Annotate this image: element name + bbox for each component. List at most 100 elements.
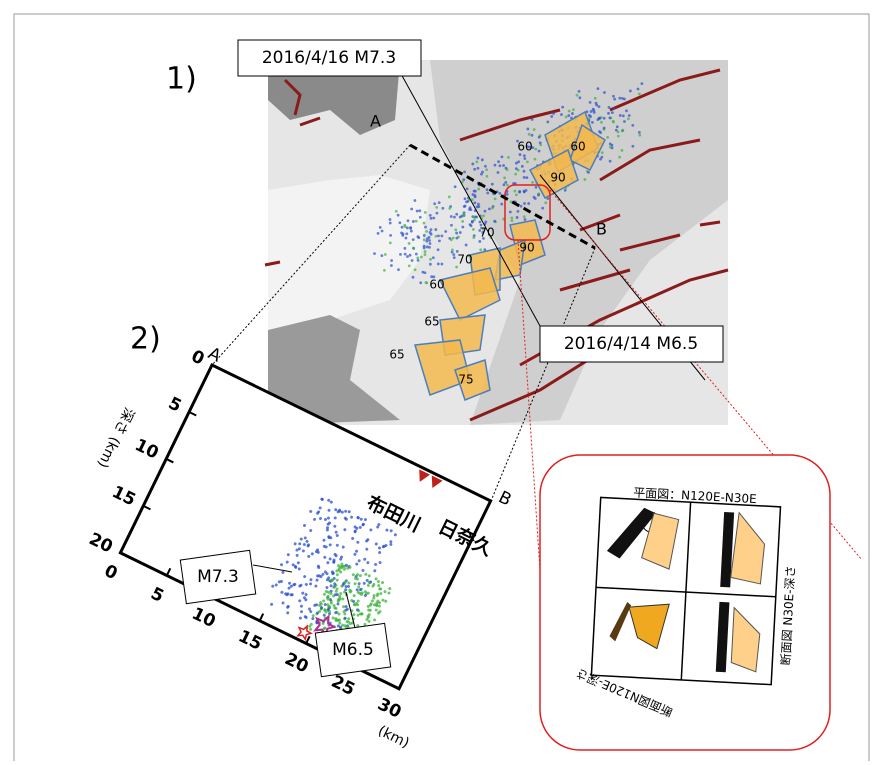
axis-label: (km) bbox=[375, 723, 411, 752]
epicenter bbox=[561, 106, 564, 109]
epicenter bbox=[523, 154, 526, 157]
epicenter bbox=[491, 183, 494, 186]
epicenter bbox=[373, 252, 376, 255]
epicenter bbox=[423, 245, 426, 248]
epicenter bbox=[432, 217, 435, 220]
epicenter bbox=[599, 158, 602, 161]
epicenter bbox=[503, 176, 506, 179]
epicenter bbox=[497, 171, 500, 174]
epicenter bbox=[405, 232, 408, 235]
epicenter bbox=[453, 216, 456, 219]
epicenter bbox=[609, 160, 612, 163]
epicenter bbox=[400, 232, 403, 235]
epicenter bbox=[379, 226, 382, 229]
epicenter bbox=[578, 90, 581, 93]
epicenter bbox=[438, 239, 441, 242]
epicenter bbox=[410, 230, 413, 233]
epicenter bbox=[640, 82, 643, 85]
epicenter bbox=[609, 142, 612, 145]
epicenter bbox=[515, 194, 518, 197]
epicenter bbox=[425, 230, 428, 233]
epicenter bbox=[486, 175, 489, 178]
epicenter bbox=[533, 128, 536, 131]
epicenter bbox=[416, 257, 419, 260]
epicenter bbox=[617, 135, 620, 138]
panel-label: 2) bbox=[130, 322, 161, 357]
epicenter bbox=[462, 178, 465, 181]
epicenter bbox=[389, 234, 392, 237]
epicenter bbox=[412, 238, 415, 241]
epicenter bbox=[459, 231, 462, 234]
epicenter bbox=[424, 226, 427, 229]
epicenter bbox=[539, 143, 542, 146]
epicenter bbox=[463, 205, 466, 208]
epicenter bbox=[406, 255, 409, 258]
segment-label: 75 bbox=[458, 373, 473, 387]
epicenter bbox=[618, 97, 621, 100]
callout: M7.3 bbox=[197, 567, 239, 587]
epicenter bbox=[612, 95, 615, 98]
epicenter bbox=[625, 109, 628, 112]
epicenter bbox=[597, 87, 600, 90]
epicenter bbox=[594, 97, 597, 100]
callout: M6.5 bbox=[332, 640, 374, 660]
epicenter bbox=[627, 117, 630, 120]
epicenter bbox=[517, 210, 520, 213]
epicenter bbox=[500, 203, 503, 206]
epicenter bbox=[453, 256, 456, 259]
epicenter bbox=[631, 145, 634, 148]
epicenter bbox=[514, 173, 517, 176]
epicenter bbox=[438, 201, 441, 204]
epicenter bbox=[414, 268, 417, 271]
epicenter bbox=[474, 195, 477, 198]
epicenter bbox=[612, 121, 615, 124]
epicenter bbox=[523, 191, 526, 194]
corner-label: B bbox=[495, 487, 514, 510]
epicenter bbox=[404, 253, 407, 256]
epicenter bbox=[428, 236, 431, 239]
epicenter bbox=[568, 110, 571, 113]
epicenter bbox=[377, 232, 380, 235]
epicenter bbox=[593, 111, 596, 114]
epicenter bbox=[608, 106, 611, 109]
epicenter bbox=[419, 216, 422, 219]
epicenter bbox=[638, 134, 641, 137]
segment-label: 70 bbox=[479, 226, 494, 240]
epicenter bbox=[534, 197, 537, 200]
epicenter bbox=[546, 121, 549, 124]
epicenter bbox=[479, 221, 482, 224]
epicenter bbox=[410, 208, 413, 211]
epicenter bbox=[603, 117, 606, 120]
epicenter bbox=[515, 162, 518, 165]
callout: 2016/4/14 M6.5 bbox=[564, 334, 698, 354]
epicenter bbox=[444, 230, 447, 233]
epicenter bbox=[535, 186, 538, 189]
epicenter bbox=[463, 170, 466, 173]
epicenter bbox=[474, 190, 477, 193]
epicenter bbox=[425, 281, 428, 284]
callout: 2016/4/16 M7.3 bbox=[262, 48, 396, 68]
epicenter bbox=[613, 98, 616, 101]
epicenter bbox=[430, 233, 433, 236]
epicenter bbox=[435, 206, 438, 209]
epicenter bbox=[383, 269, 386, 272]
epicenter bbox=[448, 237, 451, 240]
epicenter bbox=[507, 156, 510, 159]
epicenter bbox=[428, 239, 431, 242]
epicenter bbox=[523, 202, 526, 205]
epicenter bbox=[407, 219, 410, 222]
epicenter bbox=[528, 133, 531, 136]
epicenter bbox=[472, 236, 475, 239]
epicenter bbox=[429, 263, 432, 266]
epicenter bbox=[441, 263, 444, 266]
epicenter bbox=[412, 247, 415, 250]
epicenter bbox=[466, 187, 469, 190]
axis-label: 深さ (km) bbox=[94, 405, 137, 471]
epicenter bbox=[607, 112, 610, 115]
depth-tick-label: 10 bbox=[132, 435, 162, 463]
epicenter bbox=[437, 248, 440, 251]
epicenter bbox=[619, 114, 622, 117]
epicenter bbox=[497, 160, 500, 163]
epicenter bbox=[506, 193, 509, 196]
segment-label: 65 bbox=[424, 315, 439, 329]
